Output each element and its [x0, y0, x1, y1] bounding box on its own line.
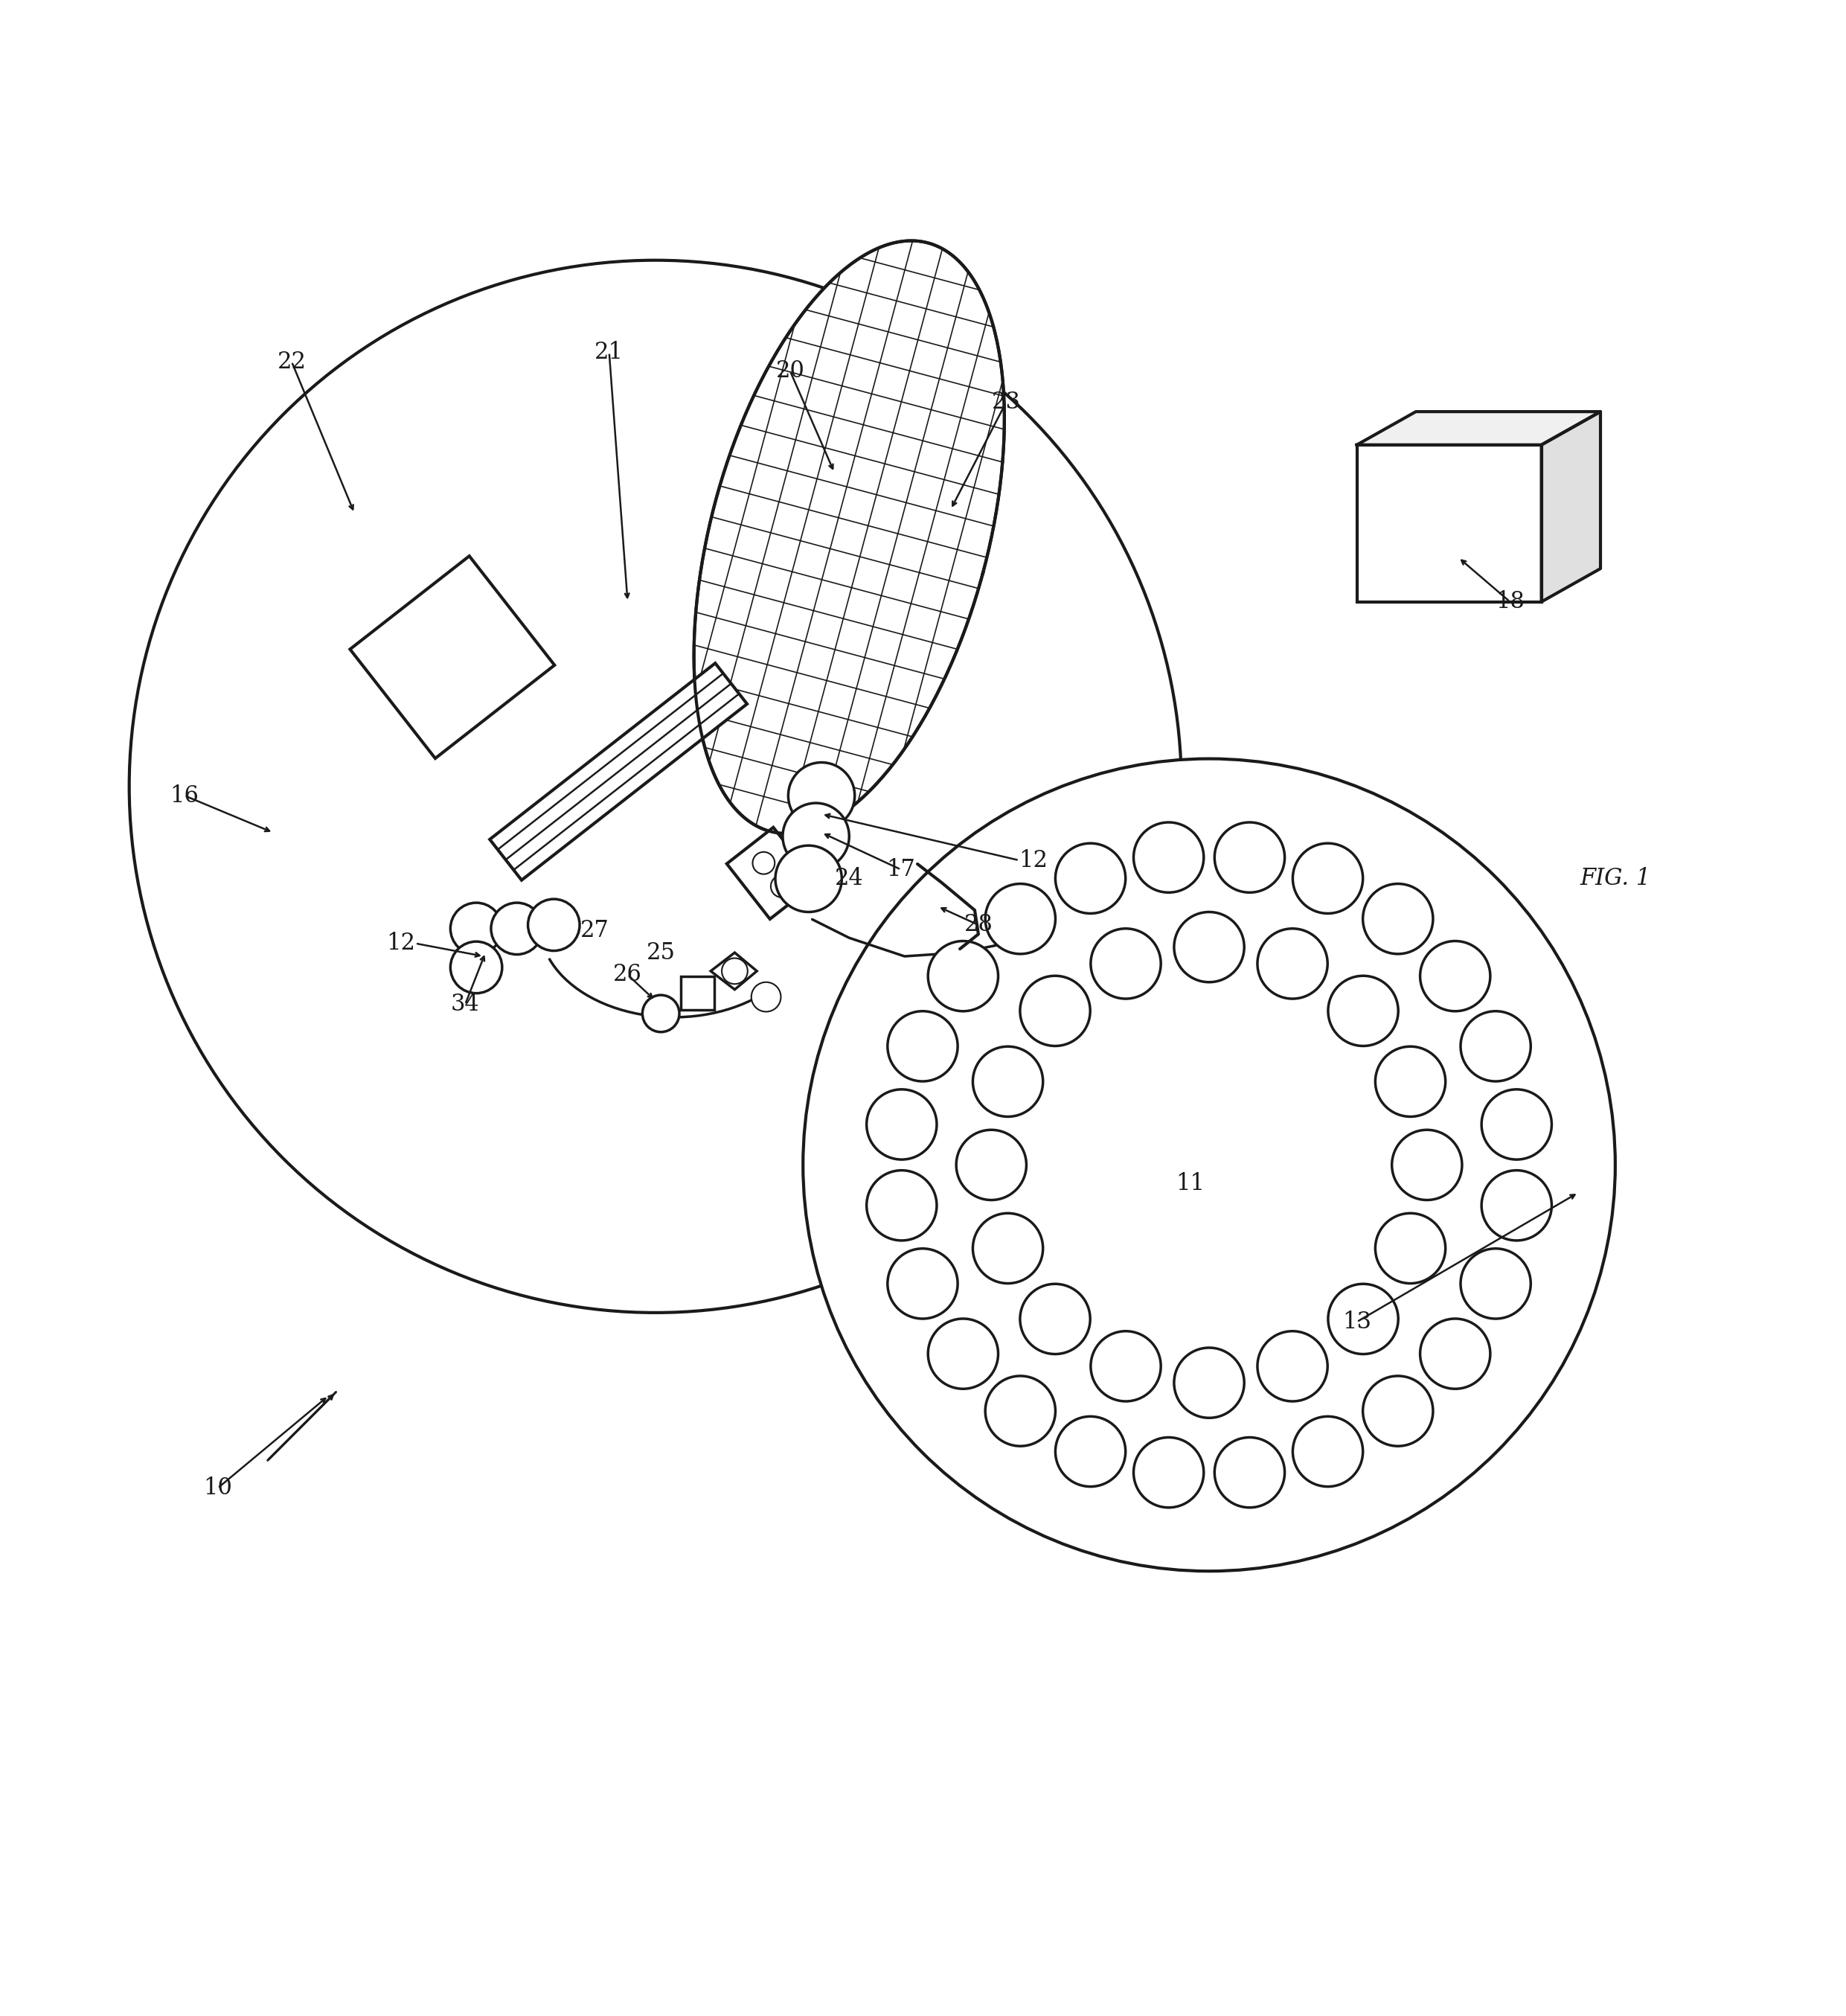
Polygon shape [351, 556, 554, 758]
Text: 28: 28 [964, 913, 993, 937]
Circle shape [866, 1089, 936, 1159]
Polygon shape [1541, 411, 1600, 603]
Circle shape [491, 903, 543, 954]
Text: 12: 12 [386, 931, 415, 956]
Text: 16: 16 [170, 784, 199, 806]
Circle shape [1460, 1012, 1530, 1081]
Circle shape [775, 845, 842, 911]
Circle shape [1292, 1417, 1362, 1486]
Polygon shape [694, 240, 1004, 835]
Circle shape [973, 1214, 1043, 1284]
Text: 23: 23 [991, 391, 1021, 413]
Circle shape [753, 853, 775, 875]
Text: 34: 34 [450, 992, 480, 1016]
Circle shape [1482, 1089, 1552, 1159]
Circle shape [986, 883, 1056, 954]
Text: 22: 22 [277, 351, 306, 373]
Circle shape [1056, 843, 1126, 913]
Polygon shape [681, 976, 714, 1010]
Circle shape [929, 1318, 999, 1389]
Circle shape [1215, 823, 1285, 893]
Circle shape [1021, 1284, 1091, 1355]
Text: 10: 10 [203, 1476, 233, 1500]
Circle shape [1257, 1331, 1327, 1401]
Circle shape [642, 996, 679, 1032]
Circle shape [1091, 1331, 1161, 1401]
Polygon shape [1357, 411, 1600, 446]
Circle shape [1375, 1214, 1445, 1284]
Circle shape [1174, 911, 1244, 982]
Circle shape [888, 1248, 958, 1318]
Circle shape [1420, 941, 1490, 1012]
Circle shape [866, 1171, 936, 1240]
Polygon shape [711, 954, 757, 990]
Text: 18: 18 [1495, 591, 1525, 613]
Circle shape [751, 982, 781, 1012]
Polygon shape [727, 827, 816, 919]
Circle shape [1091, 929, 1161, 998]
Circle shape [788, 762, 855, 829]
Text: 11: 11 [1176, 1171, 1205, 1195]
Text: 27: 27 [580, 919, 609, 941]
Circle shape [888, 1012, 958, 1081]
Circle shape [1021, 976, 1091, 1046]
Circle shape [129, 260, 1181, 1312]
Circle shape [1056, 1417, 1126, 1486]
Circle shape [803, 758, 1615, 1570]
Circle shape [450, 903, 502, 954]
Circle shape [1133, 823, 1204, 893]
Circle shape [1327, 1284, 1397, 1355]
Circle shape [450, 941, 502, 994]
Circle shape [528, 899, 580, 952]
Text: 24: 24 [834, 867, 864, 891]
Text: FIG. 1: FIG. 1 [1580, 867, 1650, 891]
Bar [1357, 446, 1541, 603]
Circle shape [1482, 1171, 1552, 1240]
Circle shape [986, 1377, 1056, 1445]
Circle shape [1174, 1349, 1244, 1417]
Text: 13: 13 [1342, 1310, 1372, 1333]
Text: 25: 25 [646, 941, 676, 964]
Text: 17: 17 [886, 859, 916, 881]
Text: 12: 12 [1019, 849, 1049, 871]
Circle shape [1133, 1437, 1204, 1508]
Circle shape [1215, 1437, 1285, 1508]
Circle shape [1327, 976, 1397, 1046]
Text: 21: 21 [594, 341, 624, 365]
Circle shape [772, 875, 794, 897]
Polygon shape [489, 663, 748, 881]
Circle shape [1460, 1248, 1530, 1318]
Circle shape [783, 802, 849, 869]
Circle shape [929, 941, 999, 1012]
Text: 26: 26 [613, 964, 642, 986]
Circle shape [1362, 883, 1432, 954]
Circle shape [722, 958, 748, 984]
Circle shape [1375, 1046, 1445, 1117]
Circle shape [1420, 1318, 1490, 1389]
Text: 20: 20 [775, 359, 805, 383]
Circle shape [1257, 929, 1327, 998]
Circle shape [1392, 1129, 1462, 1200]
Circle shape [1362, 1377, 1432, 1445]
Circle shape [956, 1129, 1026, 1200]
Circle shape [973, 1046, 1043, 1117]
Circle shape [1292, 843, 1362, 913]
